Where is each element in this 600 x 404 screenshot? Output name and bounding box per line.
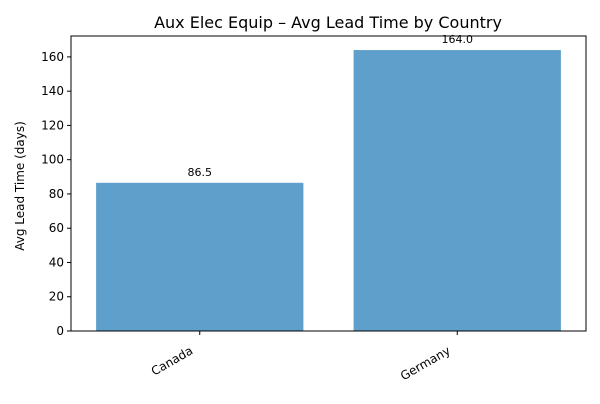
bars-layer bbox=[96, 50, 561, 332]
bar-canada bbox=[96, 182, 304, 331]
value-label-germany: 164.0 bbox=[442, 33, 474, 46]
plot-frame bbox=[70, 35, 587, 332]
x-tick-label-canada: Canada bbox=[149, 343, 196, 378]
bar-germany bbox=[353, 50, 561, 332]
x-tick-label-germany: Germany bbox=[398, 343, 453, 383]
chart-title: Aux Elec Equip – Avg Lead Time by Countr… bbox=[154, 13, 502, 32]
y-tick-label: 140 bbox=[41, 84, 64, 98]
y-tick-label: 160 bbox=[41, 50, 64, 64]
y-tick-label: 60 bbox=[49, 221, 64, 235]
y-tick-label: 120 bbox=[41, 118, 64, 132]
y-tick-label: 20 bbox=[49, 290, 64, 304]
value-label-canada: 86.5 bbox=[188, 166, 213, 179]
y-tick-label: 100 bbox=[41, 153, 64, 167]
y-tick-label: 0 bbox=[56, 324, 64, 338]
x-axis-ticks: Canada Germany bbox=[149, 331, 458, 383]
y-axis-label: Avg Lead Time (days) bbox=[13, 121, 27, 251]
y-tick-label: 80 bbox=[49, 187, 64, 201]
y-axis-ticks: 0 20 40 60 80 100 120 140 160 bbox=[41, 50, 71, 338]
y-tick-label: 40 bbox=[49, 255, 64, 269]
